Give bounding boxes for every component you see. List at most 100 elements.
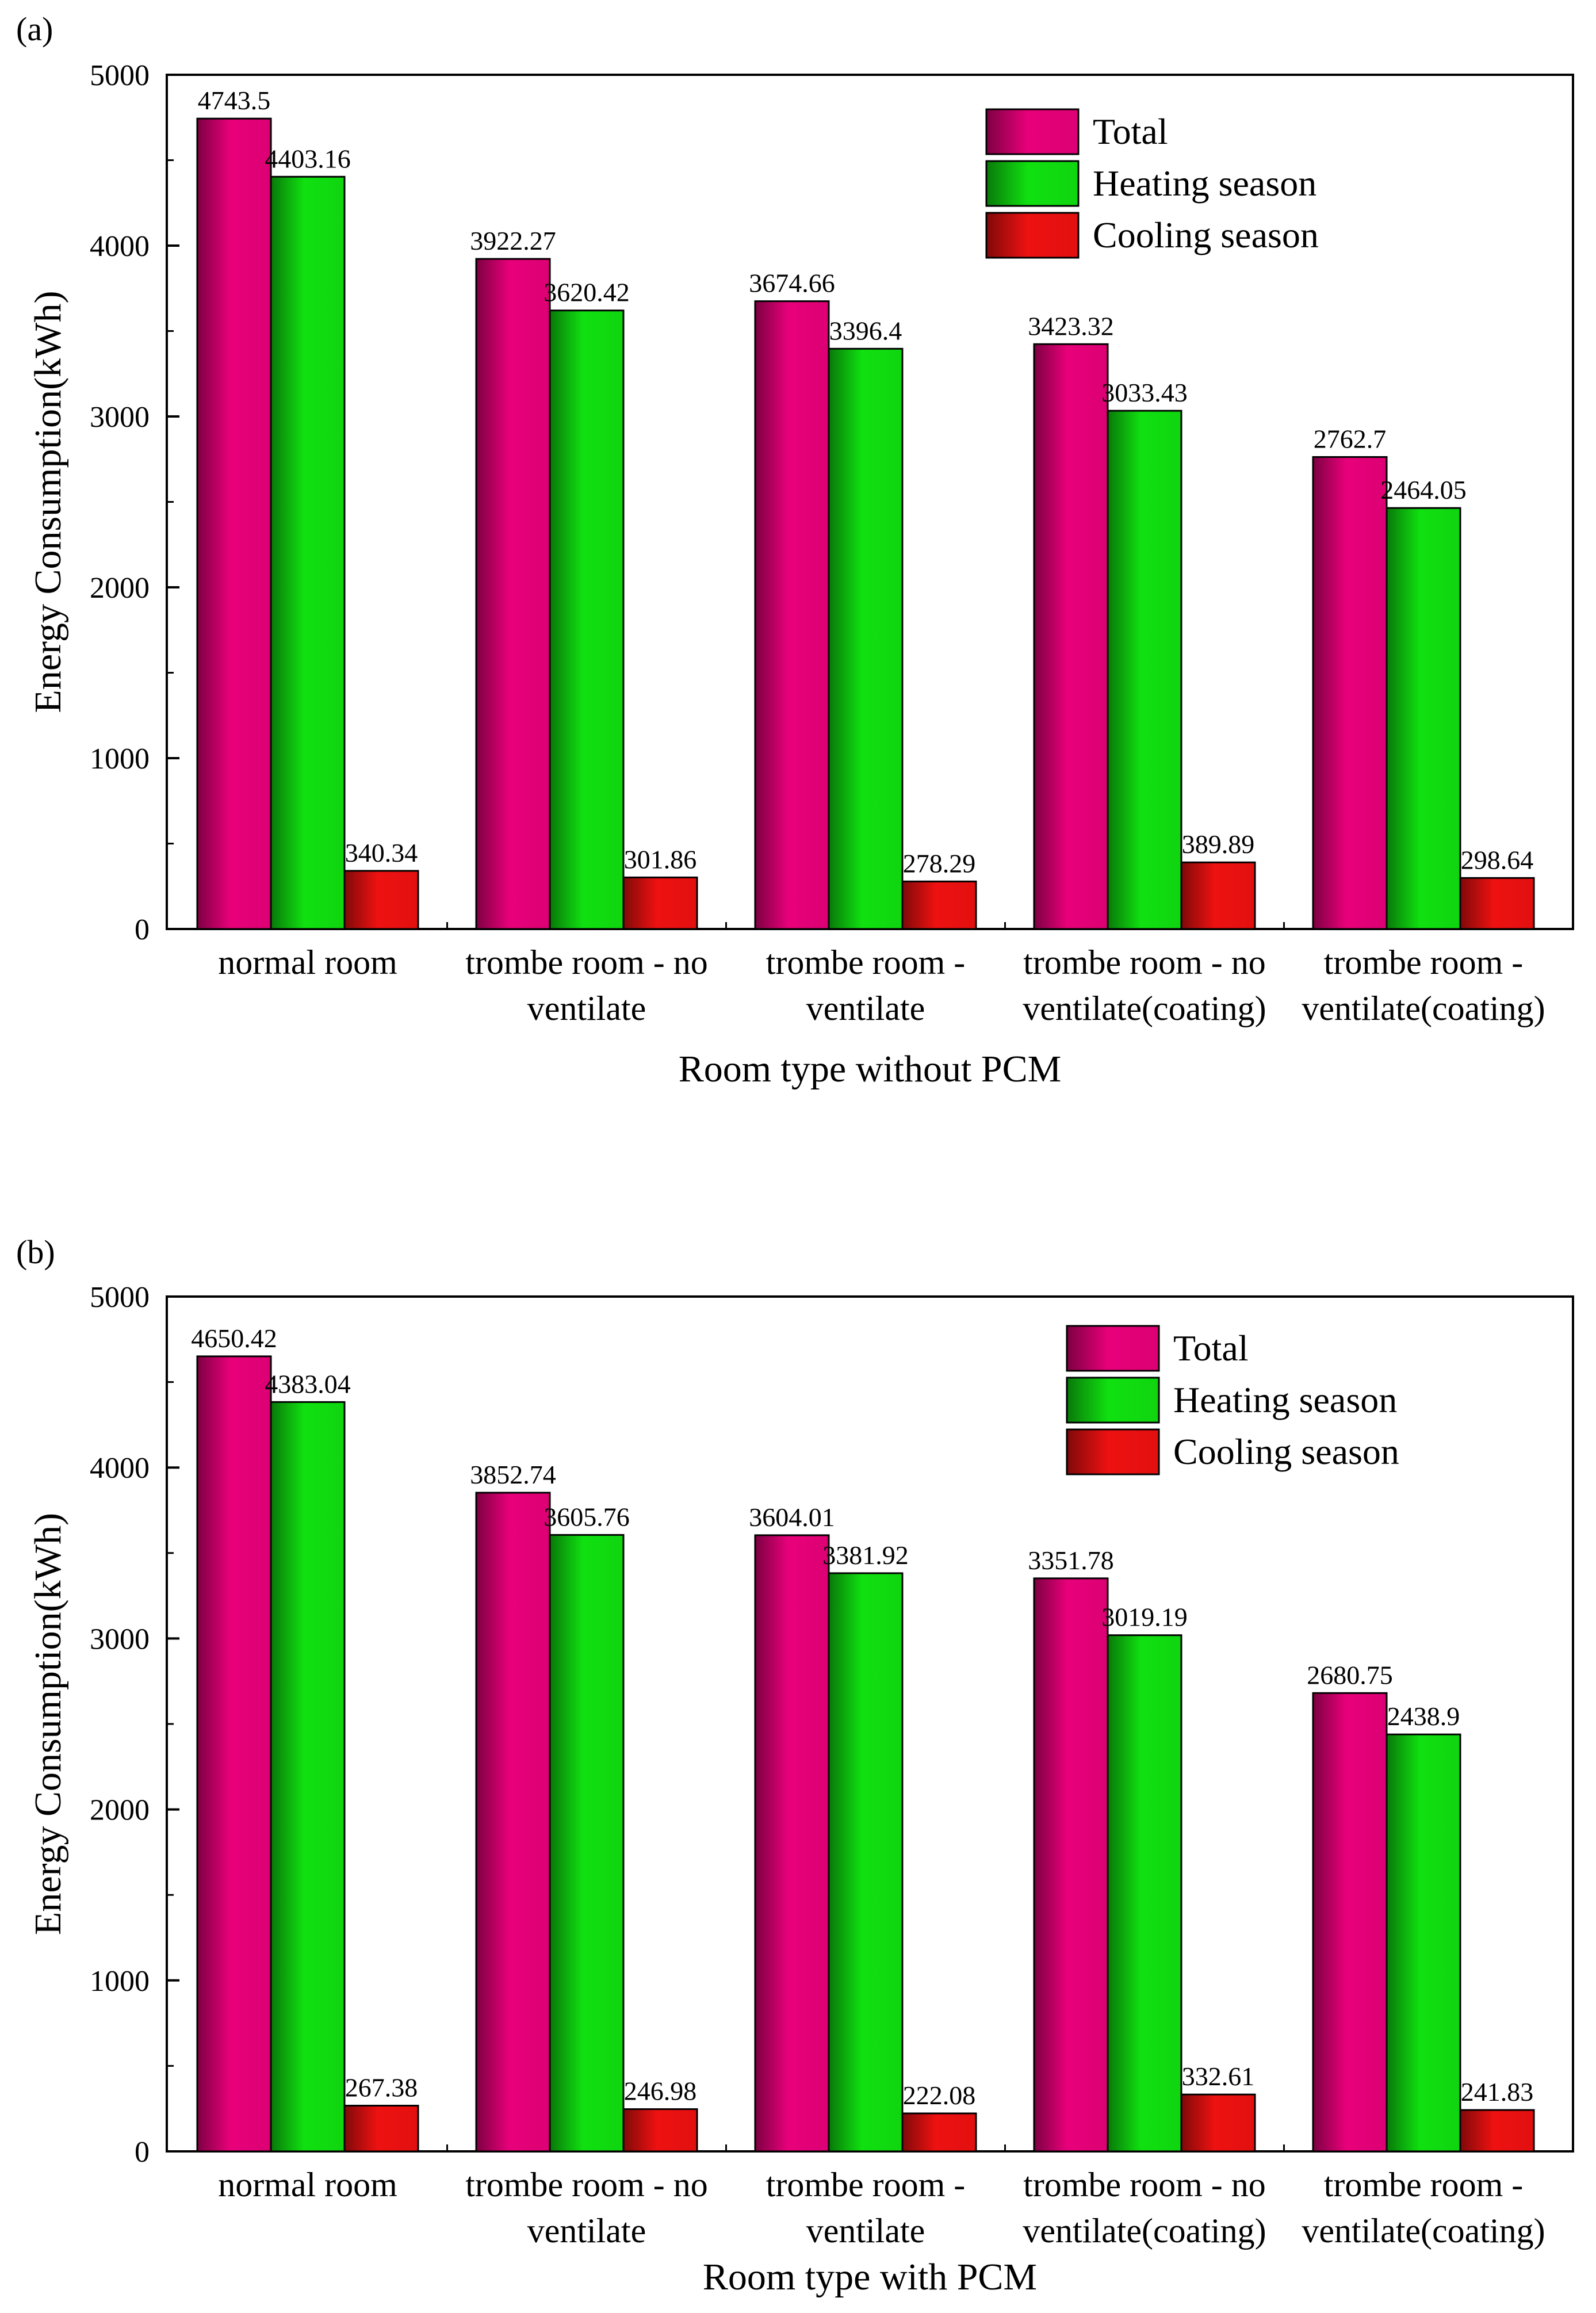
x-category-label: ventilate(coating) [1302,989,1545,1027]
data-label: 3423.32 [1028,311,1114,341]
bar-shading [271,177,344,928]
data-label: 2762.7 [1314,424,1387,453]
bar-shading [756,302,828,928]
data-label: 332.61 [1182,2062,1255,2091]
y-tick-label: 0 [135,913,150,946]
x-category-label: ventilate [527,2212,646,2250]
y-tick-label: 3000 [90,1623,150,1656]
bar-shading [345,2106,418,2151]
data-label: 222.08 [903,2081,976,2110]
bar-shading [550,1535,623,2151]
data-label: 3674.66 [749,269,835,298]
y-tick-label: 1000 [90,743,150,775]
data-label: 4403.16 [265,144,351,173]
y-tick-label: 2000 [90,1794,150,1827]
bar-shading [829,349,902,928]
y-tick-label: 4000 [90,230,150,263]
legend-swatch-shading [1067,1326,1158,1370]
bar-shading [1387,509,1460,928]
bar-shading [1035,1579,1107,2151]
data-label: 3852.74 [470,1460,556,1489]
x-axis-title: Room type with PCM [703,2256,1037,2298]
y-tick-label: 4000 [90,1452,150,1485]
bar-shading [624,878,696,928]
bar-shading [1461,2111,1533,2151]
data-label: 301.86 [624,844,697,874]
y-axis-title: Energy Consumption(kWh) [27,291,69,713]
x-category-label: ventilate(coating) [1302,2212,1545,2250]
bar-shading [198,119,270,928]
data-label: 3033.43 [1101,378,1188,407]
bar-shading [550,311,623,928]
data-label: 3922.27 [470,226,556,255]
bar-shading [271,1402,344,2151]
legend-label: Total [1093,111,1168,152]
x-category-label: trombe room - no [465,943,708,981]
data-label: 298.64 [1461,845,1534,874]
data-label: 340.34 [345,838,418,867]
data-label: 3620.42 [544,278,630,307]
bar-shading [198,1357,270,2151]
data-label: 267.38 [345,2073,418,2102]
legend: Total Heating season Cooling season [985,108,1319,259]
data-label: 2438.9 [1387,1702,1460,1731]
legend: Total Heating season Cooling season [1066,1325,1399,1475]
bar-shading [1461,878,1533,928]
y-tick-label: 0 [135,2136,150,2169]
data-label: 4383.04 [265,1369,351,1398]
x-category-label: trombe room - no [1023,943,1266,981]
bar-shading [756,1536,828,2151]
bar-shading [1035,345,1107,928]
x-category-label: ventilate(coating) [1023,2212,1266,2250]
x-category-label: trombe room - [766,2166,966,2204]
x-category-label: trombe room - [766,943,966,981]
data-label: 3019.19 [1101,1603,1188,1632]
data-label: 4743.5 [198,86,271,115]
x-category-label: ventilate(coating) [1023,989,1266,1027]
data-label: 241.83 [1461,2077,1534,2106]
bar-shading [1182,2095,1254,2151]
bar-shading [829,1574,902,2151]
data-label: 278.29 [903,848,976,878]
legend-swatch-shading [987,110,1078,154]
x-category-label: trombe room - no [465,2166,708,2204]
bar-shading [1108,1636,1181,2151]
bar-shading [1108,411,1181,928]
x-category-label: ventilate [527,989,646,1027]
legend-label: Heating season [1173,1379,1397,1420]
legend-label: Cooling season [1093,215,1319,255]
x-category-label: ventilate [806,2212,925,2250]
x-category-label: trombe room - [1324,943,1524,981]
bar-shading [1314,1693,1386,2151]
data-label: 3381.92 [822,1540,909,1570]
legend-swatch-shading [987,162,1078,205]
x-axis-title: Room type without PCM [679,1048,1062,1090]
bar-shading [1314,457,1386,928]
data-label: 2680.75 [1307,1660,1393,1689]
panel-label: (a) [16,10,53,48]
y-tick-label: 3000 [90,401,150,434]
bar-shading [1182,863,1254,928]
y-tick-label: 5000 [90,59,150,92]
x-category-label: normal room [218,2166,397,2204]
chart-panel-a: (a) 0 1000 2000 3000 4000 5000 Energy Consumpti… [16,10,1574,1090]
x-category-label: normal room [218,943,397,981]
bar-shading [1387,1735,1460,2151]
y-tick-label: 5000 [90,1281,150,1314]
y-tick-label: 2000 [90,572,150,605]
data-label: 2464.05 [1380,475,1467,504]
bar-shading [345,871,418,928]
data-label: 3351.78 [1028,1546,1114,1575]
legend-swatch-shading [1067,1378,1158,1422]
bar-shading [903,882,975,928]
legend-swatch-shading [987,213,1078,257]
data-label: 3605.76 [544,1502,630,1531]
y-axis-title: Energy Consumption(kWh) [27,1513,69,1935]
panel-label: (b) [16,1233,55,1271]
y-tick-label: 1000 [90,1965,150,1998]
data-label: 3396.4 [829,316,902,345]
x-category-label: trombe room - no [1023,2166,1266,2204]
bar-shading [477,259,549,928]
data-label: 246.98 [624,2077,697,2106]
